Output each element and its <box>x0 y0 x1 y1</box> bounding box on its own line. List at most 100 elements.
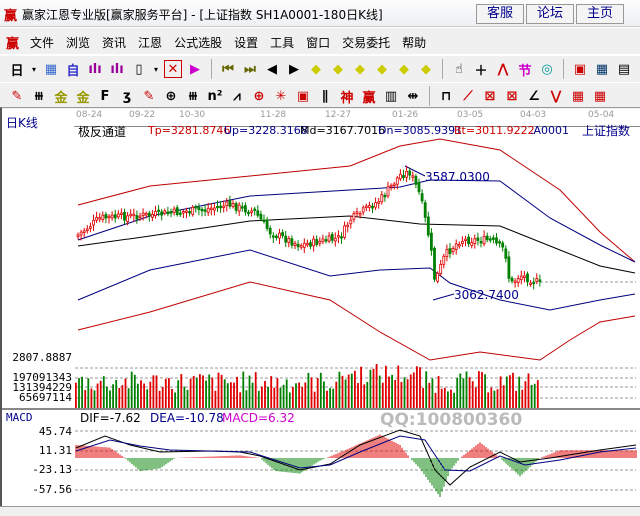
target-icon[interactable]: ⊕ <box>253 88 265 104</box>
stock-name: 上证指数 <box>582 124 631 138</box>
period-icon[interactable]: 日 <box>10 63 24 79</box>
macd-axis-label: -57.56 <box>32 483 72 496</box>
circle-icon[interactable]: ◎ <box>541 61 553 77</box>
grid2-icon[interactable]: ▦ <box>571 88 585 104</box>
lines-icon[interactable]: ⧻ <box>187 88 199 104</box>
square3-icon[interactable]: ⊠ <box>506 88 518 104</box>
status-bar <box>0 506 640 516</box>
zoom-out-icon[interactable]: ◆ <box>421 61 431 77</box>
measure-icon[interactable]: ⇹ <box>407 88 419 104</box>
crosshair-icon[interactable]: ＋ <box>474 63 488 79</box>
gold-icon[interactable]: 金 <box>54 90 68 106</box>
flag-icon[interactable]: ▶ <box>190 61 200 77</box>
node-icon[interactable]: 节 <box>518 63 532 79</box>
menu-browse[interactable]: 浏览 <box>66 36 91 50</box>
left-icon[interactable]: ◀ <box>267 61 277 77</box>
grid-icon[interactable]: ⧻ <box>33 88 45 104</box>
chart-icon[interactable]: ▦ <box>44 61 58 77</box>
date-label: 05-04 <box>588 110 615 120</box>
date-label: 03-05 <box>457 110 484 120</box>
square2-icon[interactable]: ⊠ <box>484 88 496 104</box>
toolbar-drawing: ✎ ⧻ 金 金 F ʒ ✎ ⊕ ⧻ n² ⩘ ⊕ ✳ ▣ ∥ 神 赢 ▥ ⇹ ⊓… <box>0 82 640 109</box>
fan-icon[interactable]: ⩘ <box>233 88 241 104</box>
zoom-in-icon[interactable]: ◆ <box>399 61 409 77</box>
macd-axis-label: -23.13 <box>32 463 72 476</box>
indicator3-icon[interactable]: ılı <box>88 61 102 77</box>
menu-logo: 赢 <box>6 37 20 52</box>
menu-gann[interactable]: 江恩 <box>138 36 163 50</box>
grid3-icon[interactable]: ▦ <box>593 88 607 104</box>
menu-help[interactable]: 帮助 <box>402 36 427 50</box>
menu-bar: 赢 文件 浏览 资讯 江恩 公式选股 设置 工具 窗口 交易委托 帮助 <box>0 28 640 54</box>
macd-axis-label: 11.31 <box>38 444 72 457</box>
menu-tools[interactable]: 工具 <box>270 36 295 50</box>
service-button[interactable]: 客服 <box>476 4 524 24</box>
box-icon[interactable]: ⊓ <box>440 88 452 104</box>
period-label: 日K线 <box>6 116 38 130</box>
last-icon[interactable]: ⏭ <box>244 61 256 77</box>
date-label: 12-27 <box>325 110 352 120</box>
forum-button[interactable]: 论坛 <box>526 4 574 24</box>
self-select-icon[interactable]: 自 <box>66 63 80 79</box>
line-icon[interactable]: ⋀ <box>497 61 509 77</box>
bt-value: Bt=3011.9222 <box>454 124 535 137</box>
expand-icon[interactable]: ◆ <box>355 61 365 77</box>
wave-icon[interactable]: ⋁ <box>550 88 562 104</box>
menu-window[interactable]: 窗口 <box>306 36 331 50</box>
stock-code: .A0001 <box>530 124 570 137</box>
star-icon[interactable]: ✳ <box>275 88 287 104</box>
pen2-icon[interactable]: ✎ <box>143 88 155 104</box>
right-icon[interactable]: ▶ <box>289 61 299 77</box>
god-icon[interactable]: 神 <box>340 90 354 106</box>
notes-icon[interactable]: ▤ <box>617 61 631 77</box>
ruler-icon[interactable]: ▥ <box>384 88 398 104</box>
watermark-text: QQ:100800360 <box>380 410 523 430</box>
dif-value: DIF=-7.62 <box>80 411 141 425</box>
square-icon[interactable]: ▣ <box>296 88 310 104</box>
date-label: 01-26 <box>392 110 419 120</box>
angle-icon[interactable]: ∠ <box>528 88 540 104</box>
up-value: Up=3228.3168 <box>224 124 308 137</box>
n2-icon[interactable]: n² <box>207 88 223 104</box>
menu-settings[interactable]: 设置 <box>234 36 259 50</box>
low-price-label: 3062.7400 <box>454 288 519 302</box>
volume-axis-max: 2807.8887 <box>12 351 72 364</box>
dropdown-icon[interactable]: ▾ <box>31 64 36 74</box>
reverse-icon[interactable]: ✕ <box>164 60 182 78</box>
menu-file[interactable]: 文件 <box>30 36 55 50</box>
indicator9-icon[interactable]: ılı <box>110 61 124 77</box>
md-value: Md=3167.7016 <box>300 124 386 137</box>
calendar-icon[interactable]: ▣ <box>573 61 587 77</box>
zoom-left-icon[interactable]: ◆ <box>311 61 321 77</box>
macd-axis-label: 45.74 <box>38 425 72 438</box>
calculator-icon[interactable]: ▦ <box>595 61 609 77</box>
candle-icon[interactable]: ▯ <box>135 61 143 77</box>
macd-title: MACD <box>6 411 33 424</box>
first-icon[interactable]: ⏮ <box>222 61 234 77</box>
cycle-icon[interactable]: ⊕ <box>165 88 177 104</box>
tp-value: Tp=3281.8746 <box>148 124 231 137</box>
dropdown-icon[interactable]: ▾ <box>153 64 158 74</box>
shrink-icon[interactable]: ◆ <box>377 61 387 77</box>
macd-value: MACD=6.32 <box>222 411 295 425</box>
menu-trade[interactable]: 交易委托 <box>342 36 391 50</box>
volume-axis-label: 65697114 <box>19 391 72 404</box>
fib-icon[interactable]: F <box>100 88 110 104</box>
toolbar-main: 日 ▾ ▦ 自 ılı ılı ▯ ▾ ✕ ▶ ⏮ ⏭ ◀ ▶ ◆ ◆ ◆ ◆ ◆ … <box>0 55 640 82</box>
fan2-icon[interactable]: ⟋ <box>463 88 473 104</box>
title-bar: 赢 赢家江恩专业版[赢家服务平台] - [上证指数 SH1A0001-180日K… <box>0 0 640 27</box>
window-title: 赢家江恩专业版[赢家服务平台] - [上证指数 SH1A0001-180日K线] <box>22 8 383 22</box>
hand-icon[interactable]: ☝ <box>455 61 463 77</box>
kline-chart[interactable]: 日K线 08-24 09-22 10-30 11-28 12-27 01-26 … <box>0 107 640 506</box>
menu-info[interactable]: 资讯 <box>102 36 127 50</box>
zoom-right-icon[interactable]: ◆ <box>333 61 343 77</box>
pen-icon[interactable]: ✎ <box>11 88 23 104</box>
win-icon[interactable]: 赢 <box>362 90 376 106</box>
gold2-icon[interactable]: 金 <box>76 90 90 106</box>
date-label: 11-28 <box>260 110 287 120</box>
parallel-icon[interactable]: ∥ <box>321 88 329 104</box>
indicator-name: 极反通道 <box>78 125 127 139</box>
menu-formula[interactable]: 公式选股 <box>174 36 223 50</box>
home-button[interactable]: 主页 <box>576 4 624 24</box>
spiral-icon[interactable]: ʒ <box>122 88 132 104</box>
